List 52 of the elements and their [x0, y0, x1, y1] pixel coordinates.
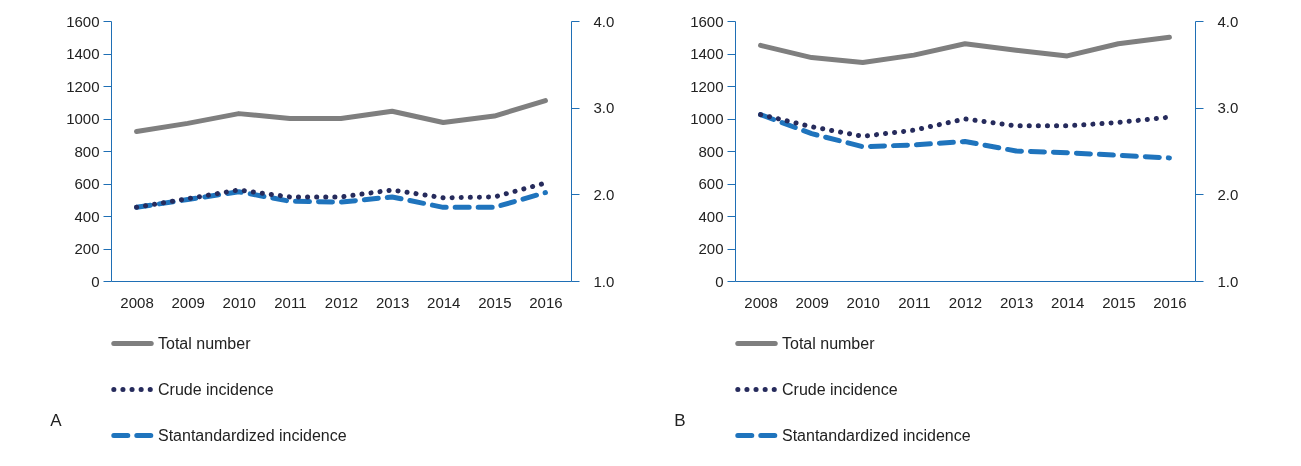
x-tick-label: 2009	[795, 293, 829, 311]
y-tick-label: 1000	[690, 110, 724, 127]
y-tick-label: 1600	[690, 12, 724, 30]
y-tick-label: 800	[74, 142, 100, 160]
y-tick-label: 1000	[66, 110, 100, 127]
y-tick-label: 600	[74, 175, 100, 192]
y-tick-label: 200	[698, 240, 724, 257]
x-tick-label: 2014	[1051, 293, 1085, 311]
x-tick-label: 2008	[120, 293, 154, 311]
y-tick-label: 1200	[66, 77, 100, 95]
legend-label: Crude incidence	[158, 380, 274, 398]
x-tick-label: 2013	[999, 293, 1034, 311]
y-tick-label: 600	[698, 175, 724, 192]
y2-tick-label: 2.0	[593, 185, 615, 203]
x-tick-label: 2015	[478, 293, 512, 311]
y2-tick-label: 1.0	[593, 272, 615, 290]
y2-tick-label: 1.0	[1217, 272, 1239, 290]
text: B	[674, 411, 686, 430]
x-tick-label: 2016	[529, 293, 563, 311]
legend-label: Total number	[782, 334, 876, 352]
x-tick-label: 2012	[948, 293, 983, 311]
y-tick-label: 800	[698, 142, 724, 160]
y-tick-label: 200	[74, 240, 100, 257]
legend-label: Stantandardized incidence	[158, 426, 347, 444]
y2-tick-label: 2.0	[1217, 185, 1239, 203]
x-tick-label: 2016	[1153, 293, 1187, 311]
y2-tick-label: 3.0	[1217, 99, 1239, 117]
x-tick-label: 2014	[427, 293, 461, 311]
legend-label: Crude incidence	[782, 380, 898, 398]
x-tick-label: 2011	[274, 293, 307, 311]
x-tick-label: 2011	[898, 293, 931, 311]
y-tick-label: 400	[698, 207, 724, 225]
y-tick-label: 400	[74, 207, 100, 225]
y2-tick-label: 3.0	[593, 99, 615, 117]
x-tick-label: 2013	[375, 293, 410, 311]
x-tick-label: 2012	[324, 293, 359, 311]
text: A	[50, 411, 63, 430]
x-tick-label: 2015	[1102, 293, 1136, 311]
x-tick-label: 2010	[846, 293, 880, 311]
y-tick-label: 1600	[66, 12, 100, 30]
y-tick-label: 1400	[66, 45, 100, 62]
y-tick-label: 1400	[690, 45, 724, 62]
x-tick-label: 2009	[171, 293, 205, 311]
y2-tick-label: 4.0	[593, 12, 615, 30]
y-tick-label: 1200	[690, 77, 724, 95]
y-tick-label: 0	[715, 272, 724, 290]
x-tick-label: 2010	[222, 293, 256, 311]
y-tick-label: 0	[91, 272, 100, 290]
legend-label: Total number	[158, 334, 252, 352]
x-tick-label: 2008	[744, 293, 778, 311]
legend-label: Stantandardized incidence	[782, 426, 971, 444]
y2-tick-label: 4.0	[1217, 12, 1239, 30]
